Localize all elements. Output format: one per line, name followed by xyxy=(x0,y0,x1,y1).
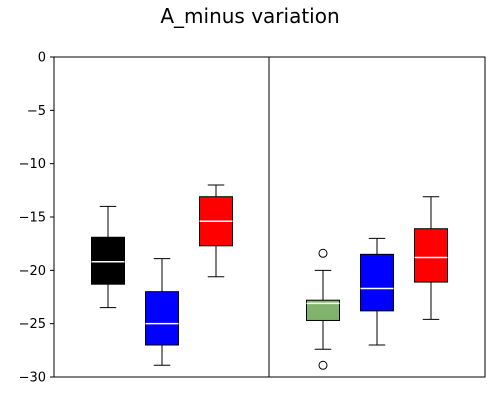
outlier-3-1 xyxy=(318,360,328,370)
box-5 xyxy=(414,228,448,283)
y-tick-label-6: −30 xyxy=(19,371,46,386)
panel-frame-1 xyxy=(268,56,486,378)
y-tick-label-3: −15 xyxy=(19,211,46,226)
y-tick-label-4: −20 xyxy=(19,264,46,279)
y-tick-label-1: −5 xyxy=(27,104,46,119)
box-0 xyxy=(91,236,125,285)
y-tick-label-0: 0 xyxy=(38,51,46,66)
y-tick-label-2: −10 xyxy=(19,157,46,172)
box-4 xyxy=(360,253,394,312)
outlier-3-0 xyxy=(318,248,328,258)
box-3 xyxy=(306,299,340,321)
y-tick-label-5: −25 xyxy=(19,317,46,332)
box-1 xyxy=(145,291,179,346)
chart-title: A_minus variation xyxy=(160,4,340,28)
